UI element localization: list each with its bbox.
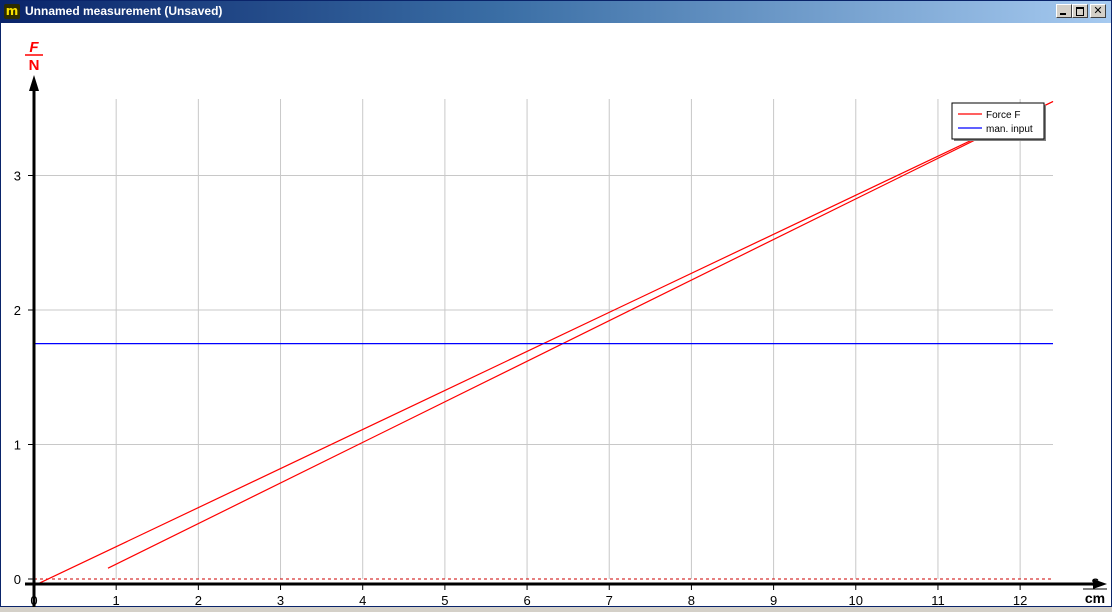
x-tick-label: 1 <box>113 593 120 607</box>
window-title: Unnamed measurement (Unsaved) <box>25 4 222 18</box>
x-tick-label: 3 <box>277 593 284 607</box>
y-tick-label: 2 <box>14 303 21 318</box>
x-tick-label: 4 <box>359 593 366 607</box>
close-button[interactable]: ✕ <box>1090 4 1106 18</box>
maximize-icon <box>1076 7 1084 16</box>
series-layer <box>34 102 1053 586</box>
y-tick-label: 1 <box>14 438 21 453</box>
y-axis-arrow <box>29 75 39 91</box>
legend-entry: man. input <box>986 124 1033 135</box>
x-axis-symbol: s <box>1091 573 1099 589</box>
y-tick-label: 0 <box>14 572 21 587</box>
close-icon: ✕ <box>1093 4 1102 17</box>
x-tick-label: 2 <box>195 593 202 607</box>
x-tick-label: 0 <box>30 593 37 607</box>
x-tick-label: 9 <box>770 593 777 607</box>
y-axis-unit: N <box>29 57 40 74</box>
x-tick-label: 11 <box>931 593 945 607</box>
y-tick-label: 3 <box>14 169 21 184</box>
app-m-icon[interactable]: m <box>4 4 20 19</box>
series-line-force-f <box>108 102 1053 569</box>
legend-entry: Force F <box>986 110 1020 121</box>
x-axis-unit: cm <box>1085 590 1105 606</box>
title-bar[interactable]: m Unnamed measurement (Unsaved) ✕ <box>1 1 1111 23</box>
x-tick-label: 5 <box>441 593 448 607</box>
x-tick-label: 6 <box>523 593 530 607</box>
minimize-button[interactable] <box>1056 4 1072 18</box>
x-tick-label: 10 <box>849 593 863 607</box>
grid-lines <box>34 99 1053 579</box>
maximize-button[interactable] <box>1072 4 1088 18</box>
x-tick-label: 8 <box>688 593 695 607</box>
legend[interactable]: Force F man. input <box>952 103 1046 141</box>
x-tick-label: 12 <box>1013 593 1027 607</box>
minimize-icon <box>1060 13 1066 15</box>
y-axis-symbol: F <box>29 39 39 56</box>
x-tick-label: 7 <box>606 593 613 607</box>
